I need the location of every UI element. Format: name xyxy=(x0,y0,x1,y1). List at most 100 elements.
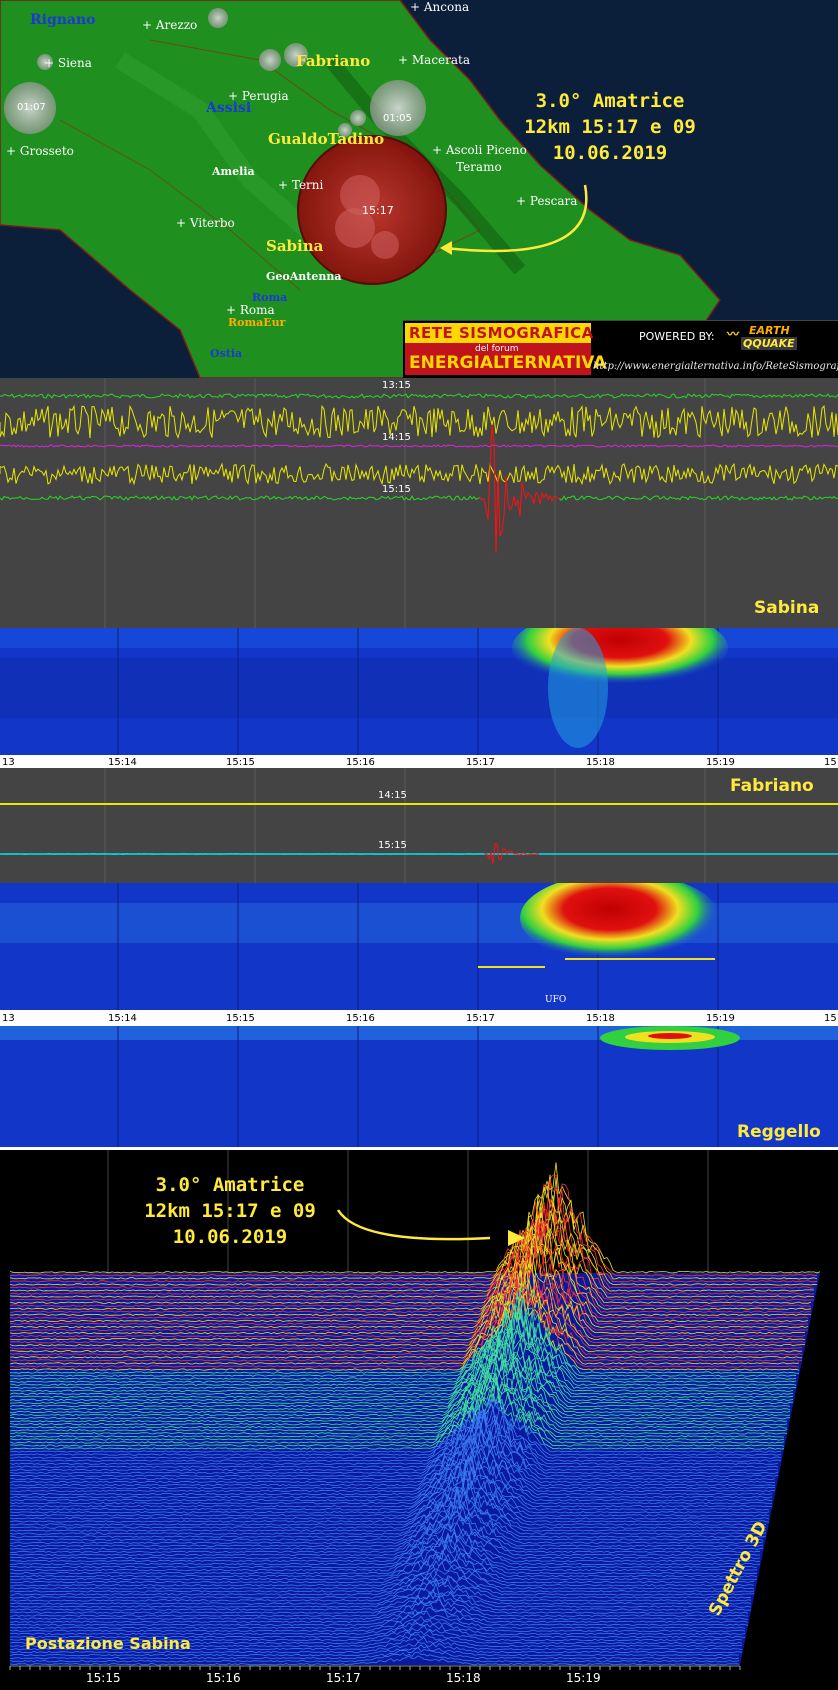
spectrum-line xyxy=(9,1411,779,1468)
spectrum-line xyxy=(10,1392,785,1447)
spectrum-line xyxy=(9,1281,803,1362)
seismic-trace xyxy=(0,495,481,502)
event-depth-time: 12km 15:17 e 09 xyxy=(144,1200,316,1222)
spectrum-line xyxy=(9,1356,791,1417)
spectrum-line xyxy=(9,1353,791,1420)
spectrum-line xyxy=(9,1624,743,1642)
spectrum-line xyxy=(9,1505,764,1544)
spectrum-line xyxy=(9,1358,788,1426)
earth-label: EARTH xyxy=(749,324,790,337)
spectrum-line xyxy=(9,1606,749,1626)
station-label-roma: Roma xyxy=(252,291,288,304)
spectrogram xyxy=(0,628,838,758)
time-axis: 13 15:14 15:15 15:16 15:17 15:18 15:19 1… xyxy=(0,758,838,768)
spectrum-line xyxy=(9,1581,752,1608)
event-info: 3.0° Amatrice 12km 15:17 e 09 10.06.2019 xyxy=(520,88,700,166)
time-tick: 15:17 xyxy=(326,1671,361,1685)
spectrum-line xyxy=(9,1398,781,1453)
spectrum-line xyxy=(9,1500,767,1535)
spectrum-line xyxy=(9,1245,806,1335)
spectrum-line xyxy=(9,1636,743,1651)
seismic-trace xyxy=(559,495,838,501)
spectrum-line xyxy=(9,1198,815,1295)
spectrum-line xyxy=(9,1248,806,1338)
spectrum-line xyxy=(9,1235,809,1323)
spectrum-line xyxy=(9,1209,815,1301)
spectrum-line xyxy=(9,1629,743,1645)
spectrum-line xyxy=(9,1445,773,1496)
spectrum-line xyxy=(9,1320,794,1395)
spectrum-line xyxy=(9,1363,788,1423)
logo-name: ENERGIALTERNATIVA xyxy=(409,353,607,373)
city-label: + Terni xyxy=(278,178,324,192)
helicorder-time-label: 13:15 xyxy=(382,380,411,391)
spectrum-line xyxy=(10,1572,755,1596)
event-depth-time: 12km 15:17 e 09 xyxy=(524,116,696,138)
spectrum-line xyxy=(9,1457,773,1505)
spectrum-line xyxy=(9,1290,800,1371)
spectrum-line xyxy=(9,1328,793,1405)
spectrum-line xyxy=(9,1346,791,1411)
spectrum-line xyxy=(9,1532,761,1563)
station-name-reggello: Reggello xyxy=(737,1122,821,1142)
station-label-sabina: Sabina xyxy=(266,237,324,255)
spectrum-line xyxy=(10,1590,749,1614)
spectrum-line xyxy=(9,1414,779,1465)
spectrum-line xyxy=(9,1222,809,1320)
spectrum-line xyxy=(9,1220,812,1313)
logo-title: RETE SISMOGRAFICA xyxy=(409,324,594,342)
spectrum-event-arrow xyxy=(336,1209,491,1241)
event-date: 10.06.2019 xyxy=(552,142,668,164)
spectrum-line xyxy=(9,1515,761,1554)
spectrum-line xyxy=(10,1470,770,1517)
spectrum-line xyxy=(9,1277,803,1356)
station-label-ostia: Ostia xyxy=(210,347,243,360)
quake-time-label: 01:05 xyxy=(383,113,412,124)
earthquake-logo-icon: 〰 xyxy=(727,327,740,341)
spectrum-3d xyxy=(9,1150,821,1670)
spectrum-line xyxy=(9,1487,767,1529)
spectrum-line xyxy=(9,1568,755,1593)
time-tick: 15:18 xyxy=(446,1671,481,1685)
city-label: + Perugia xyxy=(228,89,289,103)
quake-trace xyxy=(484,842,540,864)
spectrum-line xyxy=(9,1289,800,1365)
italy-map xyxy=(0,0,838,378)
network-url-link[interactable]: http://www.energialternativa.info/ReteSi… xyxy=(593,361,838,372)
city-label: + Pescara xyxy=(516,194,578,208)
sabina-spectrogram xyxy=(0,628,838,758)
network-banner[interactable]: RETE SISMOGRAFICA del forum ENERGIALTERN… xyxy=(403,320,838,378)
sabina-seismogram xyxy=(0,378,838,628)
spectrum-line xyxy=(9,1429,776,1484)
spectrogram xyxy=(0,883,838,1013)
spectrum-line xyxy=(9,1311,797,1386)
spectrum-line xyxy=(9,1396,782,1456)
city-label: + Ascoli Piceno xyxy=(432,143,527,157)
spectrum-line xyxy=(9,1162,821,1274)
spectrum-line xyxy=(9,1619,746,1636)
quake-time-label: 15:17 xyxy=(362,204,394,217)
spectrum-line xyxy=(9,1438,776,1490)
spectrum-line xyxy=(9,1372,788,1432)
event-magnitude-location: 3.0° Amatrice xyxy=(155,1174,305,1196)
spectrum-line xyxy=(9,1291,800,1368)
spectrum-line xyxy=(9,1213,812,1310)
spectrum-event-info: 3.0° Amatrice 12km 15:17 e 09 10.06.2019 xyxy=(130,1172,330,1250)
seismic-trace xyxy=(0,462,838,486)
station-label-romaeur: RomaEur xyxy=(228,316,286,329)
spectrum-line xyxy=(9,1311,797,1389)
spectrum-line xyxy=(9,1174,818,1277)
sabina-helicorder: 13:15 14:15 15:15 Sabina xyxy=(0,378,838,628)
spectrum-line xyxy=(9,1247,806,1341)
quake-trace xyxy=(479,425,561,553)
spectrum-line xyxy=(9,1488,767,1532)
spectrum-line xyxy=(9,1477,770,1523)
event-magnitude-location: 3.0° Amatrice xyxy=(535,90,685,112)
spectrum-line xyxy=(9,1522,761,1557)
quake-time-label: 01:07 xyxy=(17,102,46,113)
station-label-rignano: Rignano xyxy=(30,12,96,28)
city-label: + Arezzo xyxy=(142,18,198,32)
spectrum-line xyxy=(9,1202,815,1292)
spectrum-line xyxy=(9,1220,812,1307)
spectrum-line xyxy=(9,1245,809,1326)
